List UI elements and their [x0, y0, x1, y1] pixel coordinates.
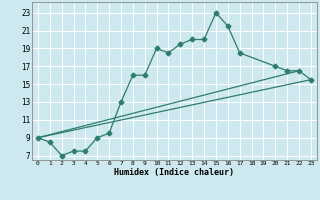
X-axis label: Humidex (Indice chaleur): Humidex (Indice chaleur)	[115, 168, 234, 177]
